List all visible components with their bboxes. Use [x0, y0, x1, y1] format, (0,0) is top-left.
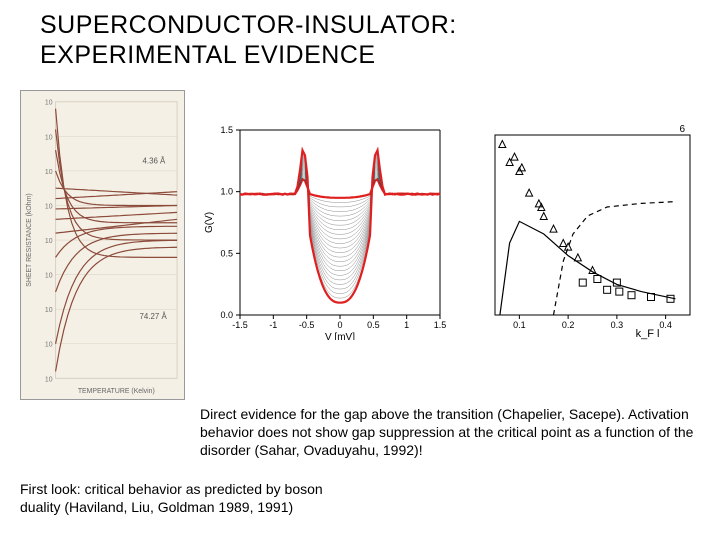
svg-text:G(V): G(V) [204, 212, 215, 233]
svg-text:10: 10 [45, 307, 53, 314]
svg-text:TEMPERATURE (Kelvin): TEMPERATURE (Kelvin) [78, 388, 155, 395]
svg-text:10: 10 [45, 238, 53, 245]
caption-right: Direct evidence for the gap above the tr… [200, 405, 705, 460]
svg-text:6: 6 [679, 124, 685, 135]
svg-text:10: 10 [45, 273, 53, 280]
panel-conductance: -1.5 -1 -0.5 0 0.5 1 1.5 0.0 0.5 1.0 1.5 V [mV] G(V) [200, 120, 450, 340]
svg-text:10: 10 [45, 342, 53, 349]
svg-text:0.4: 0.4 [659, 320, 672, 330]
svg-text:0: 0 [337, 320, 342, 330]
svg-text:10: 10 [45, 203, 53, 210]
svg-text:0.3: 0.3 [611, 320, 624, 330]
svg-text:-1.5: -1.5 [232, 320, 248, 330]
svg-text:1.5: 1.5 [220, 125, 233, 135]
svg-text:0.5: 0.5 [367, 320, 380, 330]
svg-text:0.5: 0.5 [220, 248, 233, 258]
svg-text:10: 10 [45, 169, 53, 176]
svg-text:10: 10 [45, 100, 53, 107]
panel-sheet-resistance: 10 10 10 10 10 10 10 10 10 4.36 Å 74.27 Å TEMPERATU… [20, 90, 185, 400]
svg-text:74.27 Å: 74.27 Å [140, 312, 168, 321]
svg-text:1: 1 [404, 320, 409, 330]
svg-text:4.36 Å: 4.36 Å [143, 157, 167, 166]
svg-text:0.2: 0.2 [562, 320, 575, 330]
page-title: SUPERCONDUCTOR-INSULATOR: EXPERIMENTAL E… [40, 10, 457, 70]
svg-text:10: 10 [45, 376, 53, 383]
title-line-1: SUPERCONDUCTOR-INSULATOR: [40, 11, 457, 39]
title-line-2: EXPERIMENTAL EVIDENCE [40, 41, 376, 69]
panel-scatter: 0.1 0.2 0.3 0.4k_F l 6 [465, 120, 700, 340]
svg-text:-0.5: -0.5 [299, 320, 315, 330]
svg-text:k_F l: k_F l [636, 328, 660, 340]
svg-text:10: 10 [45, 134, 53, 141]
svg-text:0.0: 0.0 [220, 310, 233, 320]
svg-text:-1: -1 [269, 320, 277, 330]
svg-text:0.1: 0.1 [513, 320, 526, 330]
svg-text:1.0: 1.0 [220, 187, 233, 197]
svg-text:V [mV]: V [mV] [325, 332, 355, 340]
figure-row: 1010101010101010104.36 Å74.27 ÅTEMPERATU… [20, 90, 700, 400]
svg-text:SHEET RESISTANCE (kOhm): SHEET RESISTANCE (kOhm) [26, 193, 33, 286]
svg-text:1.5: 1.5 [434, 320, 447, 330]
caption-left: First look: critical behavior as predict… [20, 480, 420, 516]
